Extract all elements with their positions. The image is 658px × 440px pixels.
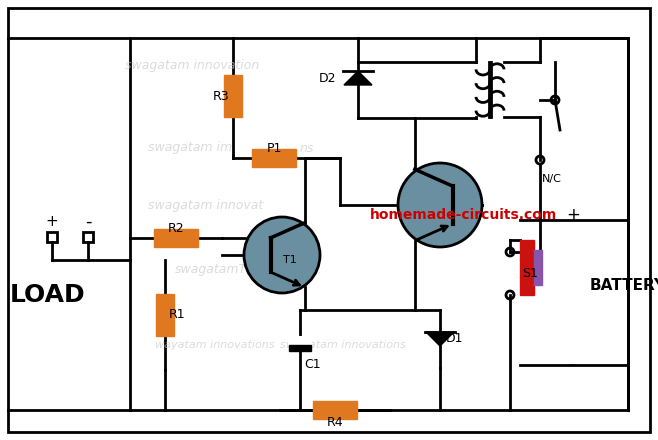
Text: swagatam innovat: swagatam innovat (148, 198, 263, 212)
Text: T1: T1 (283, 255, 297, 265)
Bar (252, 149, 296, 167)
Text: R4: R4 (326, 415, 343, 429)
Bar (47, 232, 57, 242)
Text: +: + (566, 206, 580, 224)
Bar (520, 240, 534, 295)
Circle shape (398, 163, 482, 247)
Text: R1: R1 (169, 308, 186, 322)
Text: N/C: N/C (542, 174, 562, 184)
Bar (289, 337, 311, 345)
Bar (289, 345, 311, 351)
Bar (224, 76, 242, 117)
Text: BATTERY: BATTERY (590, 278, 658, 293)
Text: ns: ns (300, 142, 315, 154)
Text: R2: R2 (168, 221, 184, 235)
Text: S1: S1 (522, 267, 538, 280)
Text: wayatam innovations: wayatam innovations (155, 340, 274, 350)
Text: swagatam innovation: swagatam innovation (125, 59, 259, 71)
Text: swagatam innovations: swagatam innovations (280, 340, 406, 350)
Text: C1: C1 (304, 358, 320, 371)
Text: D1: D1 (446, 333, 463, 345)
Text: R3: R3 (213, 90, 229, 103)
Text: homemade-circuits.com: homemade-circuits.com (370, 208, 557, 222)
Text: +: + (45, 214, 59, 230)
Bar (154, 229, 198, 247)
Bar (313, 401, 357, 419)
Text: -: - (85, 213, 91, 231)
Bar (156, 294, 174, 336)
Text: P1: P1 (266, 142, 282, 154)
Circle shape (244, 217, 320, 293)
Text: D2: D2 (319, 71, 337, 84)
Text: -: - (569, 356, 576, 374)
Text: LOAD: LOAD (10, 283, 86, 307)
Text: swagatam im: swagatam im (148, 142, 232, 154)
Polygon shape (344, 71, 372, 85)
Polygon shape (426, 332, 454, 346)
Bar (534, 250, 542, 285)
Text: swagatamT1innov: swagatamT1innov (175, 264, 290, 276)
Bar (83, 232, 93, 242)
